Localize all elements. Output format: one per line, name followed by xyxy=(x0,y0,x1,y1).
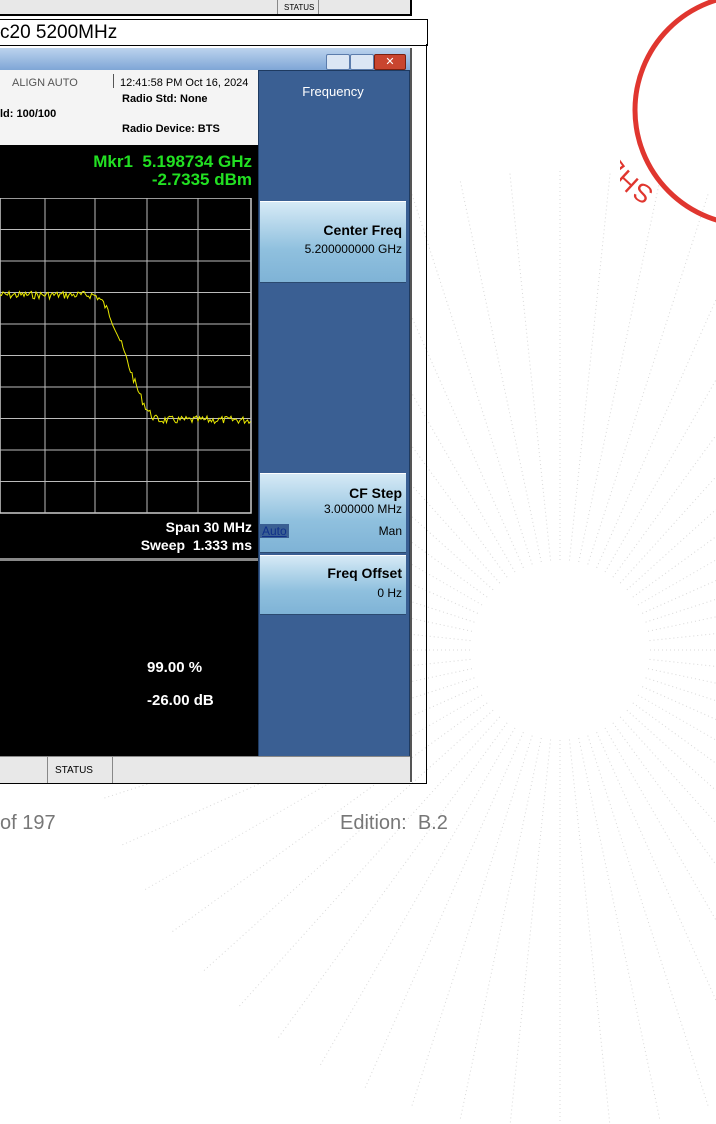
softkey-value: 5.200000000 GHz xyxy=(304,242,402,256)
auto-option[interactable]: Auto xyxy=(260,524,289,538)
watermark-ray xyxy=(637,694,716,741)
watermark-ray xyxy=(171,702,488,933)
header-panel: ALIGN AUTO 12:41:58 PM Oct 16, 2024 Radi… xyxy=(0,70,258,145)
radio-std: Radio Std: None xyxy=(122,93,208,105)
softkey-label: Freq Offset xyxy=(327,565,402,581)
trace xyxy=(0,290,251,425)
watermark-ray xyxy=(619,475,716,584)
watermark-ray xyxy=(277,261,508,578)
watermark-ray xyxy=(364,732,524,1089)
separator xyxy=(47,757,48,783)
watermark-ray xyxy=(612,722,716,866)
cf-step-key[interactable]: CF Step 3.000000 MHz Auto Man xyxy=(260,473,406,553)
top-window-status-bar xyxy=(0,0,412,16)
softkey-panel xyxy=(258,70,410,758)
watermark-ray xyxy=(587,735,709,1107)
watermark-ray xyxy=(604,378,716,573)
stamp: SHENZHEN xyxy=(620,0,716,223)
close-button[interactable]: ✕ xyxy=(374,54,406,70)
spectrum-plot xyxy=(0,198,252,514)
watermark-ray xyxy=(587,193,709,565)
watermark-ray xyxy=(459,180,542,563)
radio-device: Radio Device: BTS xyxy=(122,123,220,135)
watermark-ray xyxy=(319,727,516,1066)
edition: Edition: B.2 xyxy=(340,812,448,834)
softkey-label: Center Freq xyxy=(323,222,402,238)
obw-percent: 99.00 % xyxy=(147,659,203,676)
sweep-text: Sweep 1.333 ms xyxy=(140,537,252,553)
watermark-ray xyxy=(596,298,716,568)
man-option[interactable]: Man xyxy=(378,524,402,538)
minimize-button[interactable] xyxy=(326,54,350,70)
watermark-ray xyxy=(568,172,611,561)
freq-offset-key[interactable]: Freq Offset 0 Hz xyxy=(260,555,406,615)
watermark-ray xyxy=(121,686,478,846)
span-text: Span 30 MHz xyxy=(165,519,252,535)
watermark-ray xyxy=(171,367,488,598)
watermark-ray xyxy=(642,686,716,721)
watermark-ray xyxy=(649,633,716,642)
restore-button[interactable] xyxy=(350,54,374,70)
watermark-ray xyxy=(277,722,508,1039)
watermark-ray xyxy=(612,434,716,578)
table-border xyxy=(0,783,427,784)
page-number: of 197 xyxy=(0,812,56,834)
watermark-ray xyxy=(647,616,716,632)
analyzer-window: ✕ ALIGN AUTO 12:41:58 PM Oct 16, 2024 Ra… xyxy=(0,48,412,783)
watermark-ray xyxy=(509,172,552,561)
status-text: STATUS xyxy=(55,765,93,776)
watermark-ray xyxy=(411,193,533,565)
watermark-ray xyxy=(568,739,611,1124)
panel-divider xyxy=(0,558,258,561)
watermark-ray xyxy=(645,677,716,702)
watermark-ray xyxy=(604,727,716,922)
watermark-ray xyxy=(637,559,716,606)
watermark-ray xyxy=(619,716,716,825)
softkey-label: CF Step xyxy=(349,485,402,501)
watermark-ray xyxy=(596,732,716,1002)
separator xyxy=(112,757,113,783)
separator xyxy=(113,74,114,88)
stamp-ring xyxy=(632,0,716,223)
status-bar: STATUS xyxy=(0,756,410,783)
watermark-ray xyxy=(411,735,533,1107)
status-text: STATUS xyxy=(284,3,315,12)
watermark-ray xyxy=(144,694,483,891)
marker-readout: Mkr1 5.198734 GHz xyxy=(93,152,252,172)
center-freq-key[interactable]: Center Freq 5.200000000 GHz xyxy=(260,201,406,283)
align-text: ALIGN AUTO xyxy=(12,77,78,89)
hold-count: ld: 100/100 xyxy=(0,108,57,120)
watermark-ray xyxy=(202,709,494,972)
title-bar: ✕ xyxy=(0,48,410,70)
watermark-ray xyxy=(645,598,716,623)
watermark-ray xyxy=(238,716,501,1008)
timestamp: 12:41:58 PM Oct 16, 2024 xyxy=(120,77,249,89)
x-db: -26.00 dB xyxy=(147,692,214,709)
table-cell: c20 5200MHz xyxy=(0,22,118,43)
softkey-value: 3.000000 MHz xyxy=(323,502,402,516)
watermark-ray xyxy=(626,508,716,591)
watermark-ray xyxy=(632,702,716,764)
watermark-ray xyxy=(632,536,716,598)
watermark-ray xyxy=(647,668,716,684)
marker-label: Mkr1 xyxy=(93,152,133,171)
watermark-ray xyxy=(509,739,552,1124)
marker-level: -2.7335 dBm xyxy=(151,170,252,189)
watermark-ray xyxy=(578,737,661,1120)
watermark-ray xyxy=(649,658,716,667)
marker-frequency: 5.198734 GHz xyxy=(142,152,252,171)
watermark-ray xyxy=(459,737,542,1120)
softkey-value: 0 Hz xyxy=(377,586,402,600)
watermark-ray xyxy=(578,180,661,563)
menu-title: Frequency xyxy=(302,84,364,99)
table-border xyxy=(426,44,427,784)
table-row: c20 5200MHz xyxy=(0,19,428,46)
watermark-ray xyxy=(626,709,716,792)
watermark-ray xyxy=(642,579,716,614)
status-cell: STATUS xyxy=(277,0,319,14)
